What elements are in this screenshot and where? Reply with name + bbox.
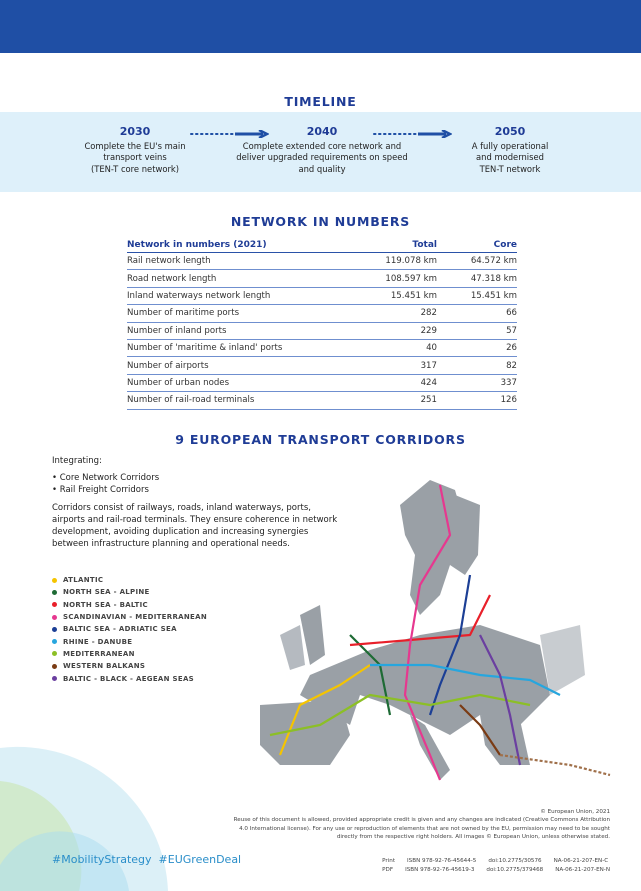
decorative-circles xyxy=(0,746,168,891)
table-row: Number of airports 317 82 xyxy=(127,356,517,375)
legend-item: NORTH SEA - BALTIC xyxy=(52,599,207,611)
table-cell: 317 xyxy=(359,356,437,375)
legend-label: BALTIC SEA - ADRIATIC SEA xyxy=(63,625,177,634)
legend-label: NORTH SEA - BALTIC xyxy=(63,600,148,609)
legend-dot-icon xyxy=(52,626,57,632)
col-header: Network in numbers (2021) xyxy=(127,238,360,253)
legend-item: ATLANTIC xyxy=(52,574,207,586)
table-row: Number of inland ports 229 57 xyxy=(127,322,517,340)
copyright-notice: © European Union, 2021 Reuse of this docu… xyxy=(233,809,610,840)
legend-item: NORTH SEA - ALPINE xyxy=(52,586,207,598)
table-cell: Number of inland ports xyxy=(127,322,360,340)
table-row: Inland waterways network length 15.451 km… xyxy=(127,287,517,306)
arrow-right-icon xyxy=(190,130,269,138)
col-header: Core xyxy=(437,238,517,253)
legend-label: RHINE - DANUBE xyxy=(63,637,133,646)
table-cell: 424 xyxy=(359,374,437,393)
table-cell: 251 xyxy=(359,391,437,410)
table-cell: Road network length xyxy=(127,269,360,288)
legend-label: BALTIC - BLACK - AEGEAN SEAS xyxy=(63,674,195,683)
timeline-title: TIMELINE xyxy=(284,94,357,109)
legend-dot-icon xyxy=(52,676,57,682)
table-cell: Number of maritime ports xyxy=(127,304,360,323)
legend-dot-icon xyxy=(52,663,57,669)
table-cell: Rail network length xyxy=(127,252,360,271)
integrating-label: Integrating: xyxy=(52,456,102,466)
table-cell: 26 xyxy=(437,339,517,358)
legend-dot-icon xyxy=(52,639,57,645)
legend-dot-icon xyxy=(52,577,57,583)
legend-item: SCANDINAVIAN - MEDITERRANEAN xyxy=(52,611,207,623)
bullet-item: • Rail Freight Corridors xyxy=(52,485,149,495)
table-cell: 229 xyxy=(359,322,437,340)
legend-item: BALTIC SEA - ADRIATIC SEA xyxy=(52,623,207,635)
legend-item: BALTIC - BLACK - AEGEAN SEAS xyxy=(52,672,207,684)
timeline-band xyxy=(0,112,641,192)
hashtag-link[interactable]: #EUGreenDeal xyxy=(158,853,242,866)
numbers-table: Network in numbers (2021) Total Core Rail … xyxy=(127,238,517,410)
isbn-print: Print ISBN 978-92-76-45644-5 doi:10.2775/3… xyxy=(382,858,609,864)
bullet-item: • Core Network Corridors xyxy=(52,473,160,483)
timeline-2030: 2030 Complete the EU's main transport vein… xyxy=(84,125,186,174)
isbn-block: Print ISBN 978-92-76-45644-5 doi:10.2775/3… xyxy=(370,857,610,874)
table-cell: 57 xyxy=(437,322,517,340)
table-cell: 64.572 km xyxy=(437,252,517,271)
legend-label: ATLANTIC xyxy=(63,576,104,585)
legend-item: MEDITERRANEAN xyxy=(52,648,207,660)
table-cell: 108.597 km xyxy=(359,269,437,288)
table-cell: Number of urban nodes xyxy=(127,374,360,393)
isbn-pdf: PDF ISBN 978-92-76-45619-3 doi:10.2775/379… xyxy=(382,866,610,873)
corridors-description: Corridors consist of railways, roads, in… xyxy=(52,503,338,549)
europe-corridor-map xyxy=(260,480,611,781)
header-banner xyxy=(0,0,641,53)
table-cell: 282 xyxy=(359,304,437,323)
table-cell: 119.078 km xyxy=(359,252,437,271)
legend-dot-icon xyxy=(52,614,57,620)
arrow-right-icon xyxy=(373,130,452,138)
corridors-title: 9 EUROPEAN TRANSPORT CORRIDORS xyxy=(175,432,466,447)
table-cell: 15.451 km xyxy=(437,287,517,306)
legend-item: RHINE - DANUBE xyxy=(52,635,207,647)
legend-label: MEDITERRANEAN xyxy=(63,649,135,658)
table-row: Number of rail-road terminals 251 126 xyxy=(127,391,517,410)
table-row: Rail network length 119.078 km 64.572 km xyxy=(127,252,517,271)
hashtag-link[interactable]: #MobilityStrategy xyxy=(52,853,152,866)
legend-item: WESTERN BALKANS xyxy=(52,660,207,672)
legend-dot-icon xyxy=(52,651,57,657)
table-cell: Number of rail-road terminals xyxy=(127,391,360,410)
table-cell: 15.451 km xyxy=(359,287,437,306)
table-row: Number of 'maritime & inland' ports 40 26 xyxy=(127,339,517,358)
timeline-2050: 2050 A fully operational and modernised TEN… xyxy=(471,125,549,174)
legend-label: WESTERN BALKANS xyxy=(63,662,146,671)
legend-label: SCANDINAVIAN - MEDITERRANEAN xyxy=(63,613,207,622)
table-row: Road network length 108.597 km 47.318 km xyxy=(127,269,517,288)
col-header: Total xyxy=(359,238,437,253)
corridors-intro: Integrating: • Core Network Corridors • … xyxy=(52,455,352,550)
table-cell: Inland waterways network length xyxy=(127,287,360,306)
table-cell: 126 xyxy=(437,391,517,410)
table-cell: 66 xyxy=(437,304,517,323)
table-cell: 47.318 km xyxy=(437,269,517,288)
table-cell: 337 xyxy=(437,374,517,393)
legend-label: NORTH SEA - ALPINE xyxy=(63,588,150,597)
hashtags: #MobilityStrategy #EUGreenDeal xyxy=(52,853,241,866)
table-row: Number of maritime ports 282 66 xyxy=(127,304,517,323)
table-cell: Number of 'maritime & inland' ports xyxy=(127,339,360,358)
table-cell: Number of airports xyxy=(127,356,360,375)
table-cell: 40 xyxy=(359,339,437,358)
numbers-title: NETWORK IN NUMBERS xyxy=(230,214,411,229)
timeline-2040: 2040 Complete extended core network and de… xyxy=(236,125,408,174)
legend-dot-icon xyxy=(52,602,57,608)
table-cell: 82 xyxy=(437,356,517,375)
table-row: Number of urban nodes 424 337 xyxy=(127,374,517,393)
corridor-legend: ATLANTIC NORTH SEA - ALPINE NORTH SEA - BA… xyxy=(52,574,207,685)
legend-dot-icon xyxy=(52,589,57,595)
